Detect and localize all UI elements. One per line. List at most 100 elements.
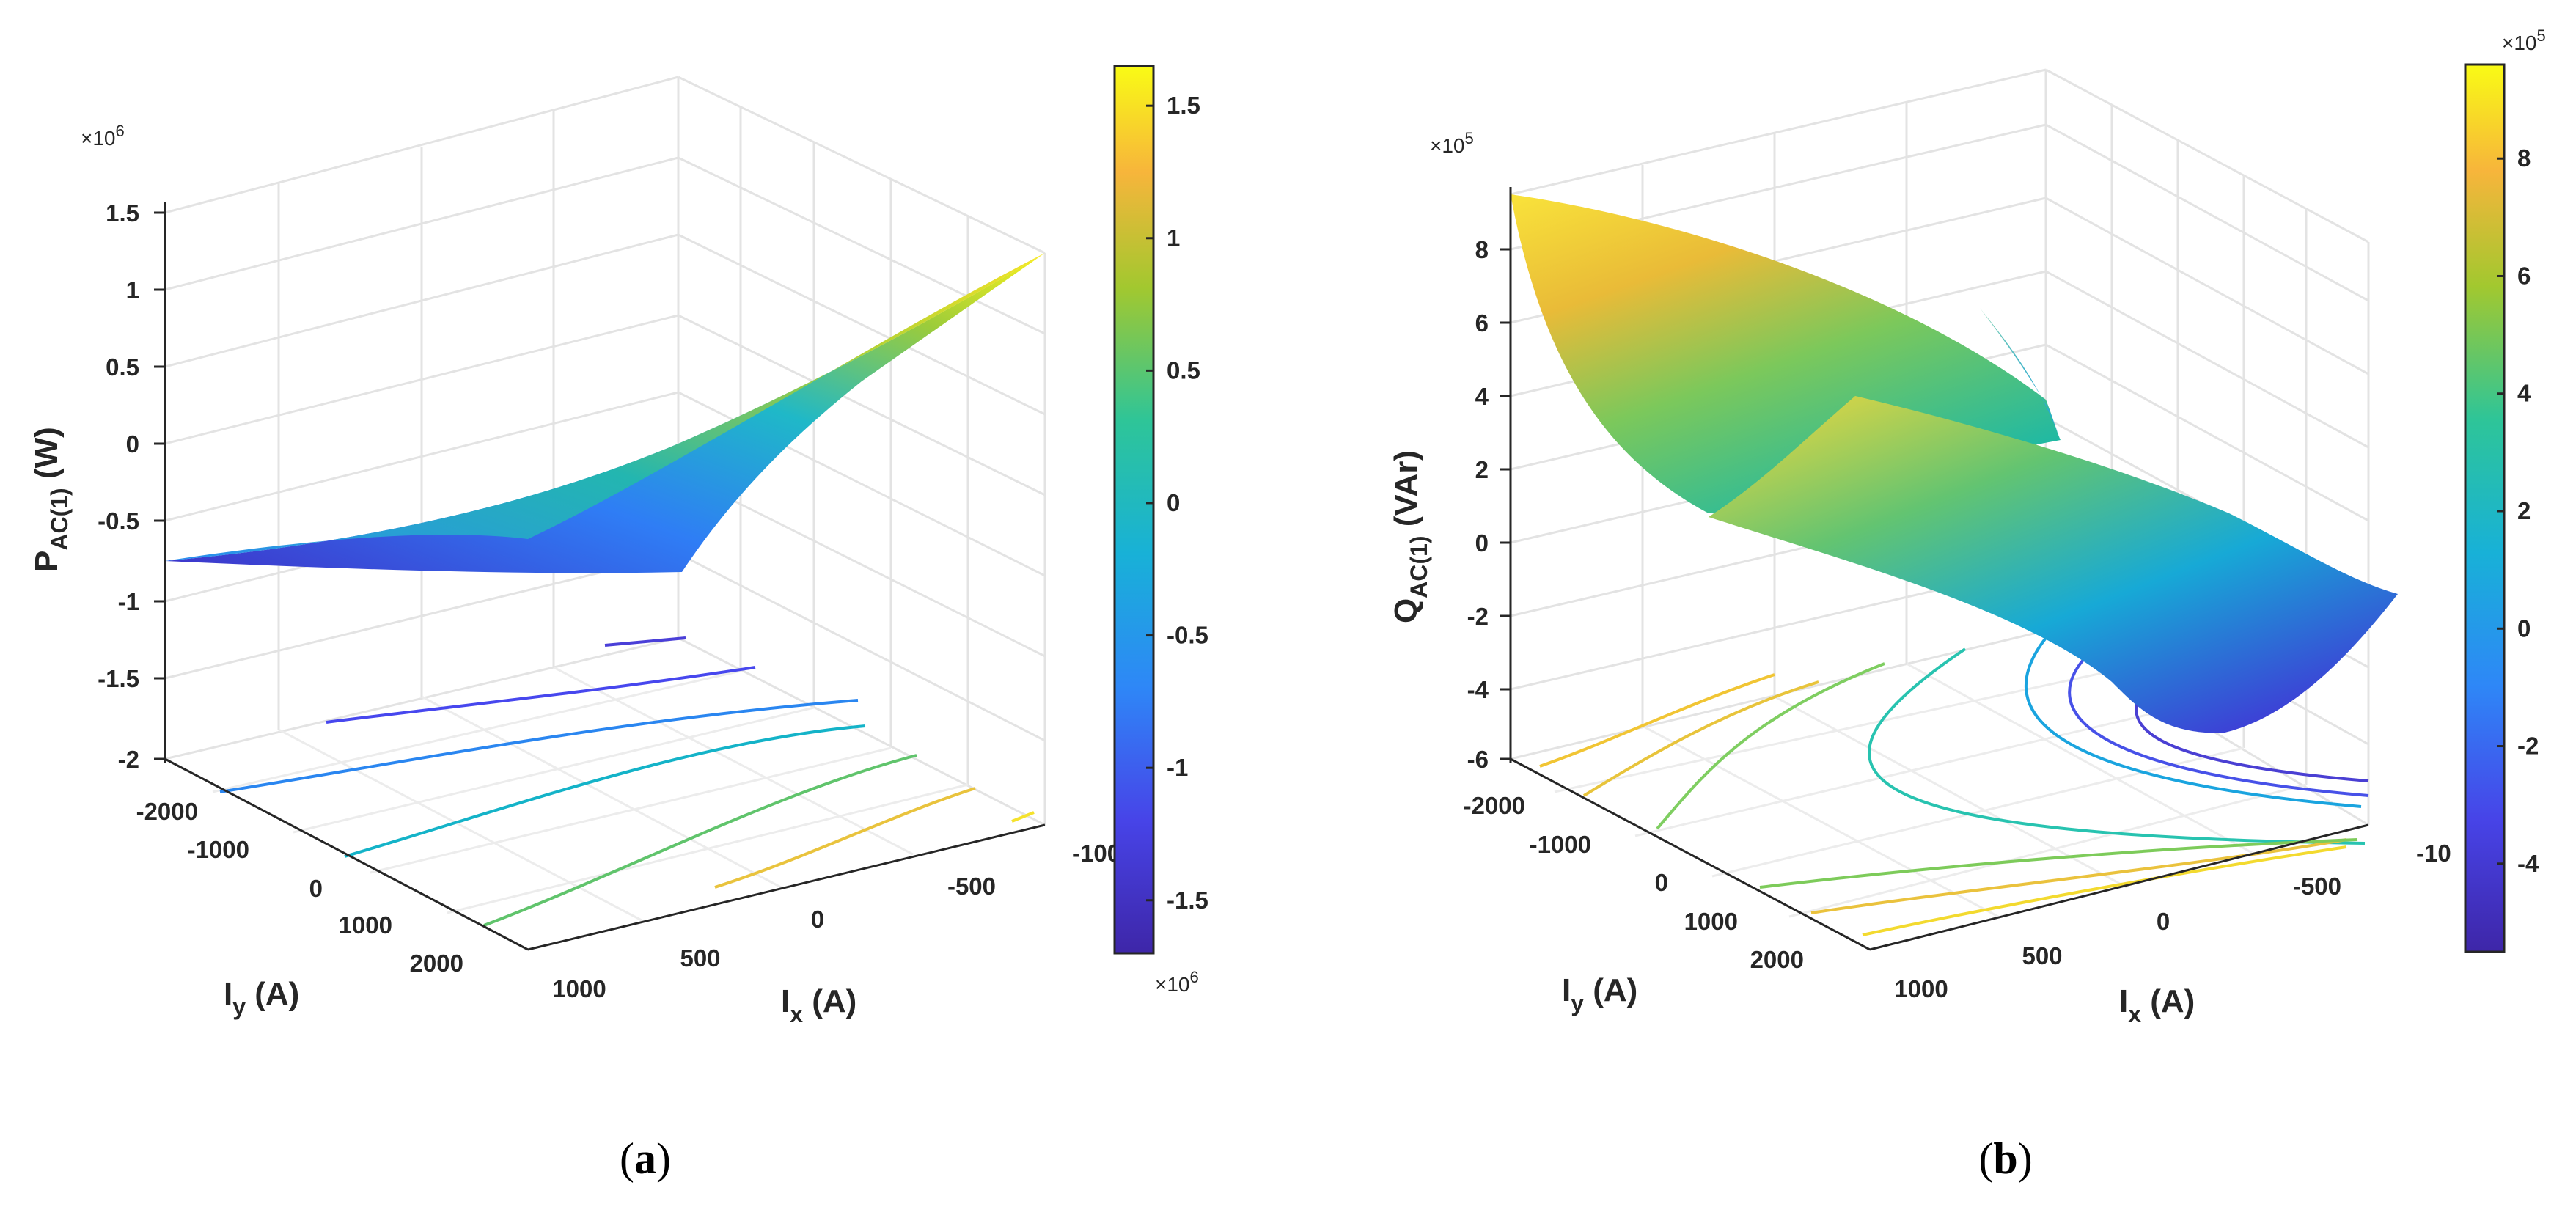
surface-a-front bbox=[165, 253, 1045, 573]
contour-b-6 bbox=[2068, 651, 2369, 797]
contour-b-4 bbox=[1867, 647, 2366, 845]
y-axis-label-b: Iy (A) bbox=[1562, 972, 1637, 1016]
z-tick: 0 bbox=[1475, 529, 1489, 557]
colorbar-tick-label: 0.5 bbox=[1167, 356, 1200, 384]
contour-a-3 bbox=[219, 699, 859, 793]
z-axis-label-a: PAC(1) (W) bbox=[29, 427, 73, 572]
colorbar-tick-label: 6 bbox=[2517, 262, 2531, 289]
z-tick: -0.5 bbox=[98, 507, 139, 535]
x-tick: -10 bbox=[2416, 840, 2451, 867]
contour-b-3 bbox=[1656, 662, 1885, 830]
x-axis-label-b: Ix (A) bbox=[2119, 983, 2195, 1027]
colorbar-tick-label: 1 bbox=[1167, 224, 1180, 252]
z-exponent-a: ×106 bbox=[81, 122, 125, 150]
contour-b-9 bbox=[1862, 845, 2347, 936]
y-tick: 0 bbox=[1655, 869, 1668, 896]
colorbar-tick-label: 8 bbox=[2517, 144, 2531, 172]
colorbar-tick-label: 2 bbox=[2517, 497, 2531, 524]
z-tick: 1 bbox=[126, 276, 139, 304]
contour-b-8 bbox=[1810, 838, 2347, 914]
panel-b-y-ticks: -2000 -1000 0 1000 2000 bbox=[1464, 792, 1804, 973]
colorbar-tick-label: 4 bbox=[2517, 380, 2531, 407]
y-tick: 1000 bbox=[339, 911, 392, 939]
colorbar-a-gradient bbox=[1113, 65, 1155, 955]
panel-a-floor-grid bbox=[164, 666, 1046, 951]
z-tick: -1 bbox=[118, 588, 139, 615]
panel-a-z-ticks: 1.5 1 0.5 0 -0.5 -1 -1.5 -2 bbox=[98, 199, 139, 773]
panel-a-box-grid bbox=[164, 76, 1046, 826]
panel-b-surface bbox=[1511, 194, 2398, 733]
colorbar-b: 8 6 4 2 0 -2 -4 ×105 bbox=[2464, 26, 2546, 953]
x-tick: -500 bbox=[947, 873, 996, 900]
surface-a-back bbox=[165, 253, 1045, 561]
x-tick: 500 bbox=[2022, 942, 2062, 969]
z-tick: -4 bbox=[1467, 676, 1489, 703]
panel-a-contours bbox=[219, 636, 1035, 927]
x-tick: 1000 bbox=[552, 975, 606, 1002]
contour-a-1 bbox=[604, 636, 686, 647]
x-axis-label-a: Ix (A) bbox=[781, 983, 856, 1027]
y-tick: 2000 bbox=[1750, 946, 1804, 973]
panel-a: 1.5 1 0.5 0 -0.5 -1 -1.5 -2 ×106 PAC(1) … bbox=[29, 65, 1208, 1183]
y-axis-label-a: Iy (A) bbox=[224, 976, 299, 1020]
contour-b-5 bbox=[2025, 636, 2362, 808]
contour-a-7 bbox=[1011, 811, 1035, 823]
z-tick: -2 bbox=[1467, 603, 1489, 630]
x-tick: 500 bbox=[680, 944, 720, 972]
colorbar-a-exponent: ×106 bbox=[1155, 968, 1199, 996]
contour-b-1 bbox=[1539, 673, 1775, 768]
contour-a-6 bbox=[714, 787, 976, 889]
contour-a-4 bbox=[344, 724, 866, 858]
panel-a-x-ticks: 1000 500 0 -500 -100 bbox=[552, 840, 1120, 1002]
z-tick: 1.5 bbox=[106, 199, 139, 227]
colorbar-b-gradient bbox=[2464, 63, 2506, 953]
contour-a-2 bbox=[326, 666, 756, 724]
colorbar-tick-label: -0.5 bbox=[1167, 622, 1208, 649]
y-tick: -2000 bbox=[1464, 792, 1525, 819]
panel-b-z-axis bbox=[1500, 187, 2369, 951]
x-tick: 0 bbox=[811, 906, 824, 933]
colorbar-tick-label: -1 bbox=[1167, 754, 1188, 781]
colorbar-b-ticks: 8 6 4 2 0 -2 -4 bbox=[2497, 144, 2539, 877]
z-tick: -2 bbox=[118, 746, 139, 773]
y-tick: -1000 bbox=[188, 836, 249, 863]
contour-b-10 bbox=[1759, 838, 2358, 889]
y-tick: -1000 bbox=[1530, 831, 1591, 858]
y-tick: -2000 bbox=[136, 798, 198, 825]
x-tick: -100 bbox=[1072, 840, 1120, 867]
contour-a-5 bbox=[483, 754, 917, 927]
colorbar-tick-label: 0 bbox=[2517, 614, 2531, 642]
colorbar-tick-label: -4 bbox=[2517, 850, 2539, 877]
y-tick: 1000 bbox=[1684, 908, 1738, 935]
caption-a: (a) bbox=[620, 1134, 671, 1183]
contour-b-2 bbox=[1582, 680, 1819, 797]
colorbar-tick-label: 0 bbox=[1167, 489, 1180, 516]
colorbar-a: 1.5 1 0.5 0 -0.5 -1 -1.5 ×106 bbox=[1113, 65, 1208, 996]
panel-a-y-ticks: -2000 -1000 0 1000 2000 bbox=[136, 798, 463, 977]
panel-b-z-ticks: 8 6 4 2 0 -2 -4 -6 bbox=[1467, 236, 1489, 773]
y-tick: 0 bbox=[309, 875, 323, 902]
z-tick: 4 bbox=[1475, 383, 1489, 410]
colorbar-a-ticks: 1.5 1 0.5 0 -0.5 -1 -1.5 bbox=[1146, 92, 1208, 914]
panel-b-x-ticks: 1000 500 0 -500 -10 bbox=[1894, 840, 2451, 1002]
surface-b-right-sheet bbox=[1709, 396, 2398, 733]
colorbar-tick-label: -2 bbox=[2517, 733, 2539, 760]
colorbar-b-exponent: ×105 bbox=[2502, 26, 2546, 54]
colorbar-tick-label: -1.5 bbox=[1167, 887, 1208, 914]
panel-a-z-axis bbox=[154, 202, 1046, 951]
caption-b: (b) bbox=[1978, 1134, 2032, 1183]
y-tick: 2000 bbox=[410, 950, 463, 977]
x-tick: -500 bbox=[2293, 873, 2341, 900]
colorbar-tick-label: 1.5 bbox=[1167, 92, 1200, 119]
z-tick: 6 bbox=[1475, 309, 1489, 337]
z-axis-label-b: QAC(1) (VAr) bbox=[1388, 450, 1432, 623]
panel-b: 8 6 4 2 0 -2 -4 -6 ×105 QAC(1) (VAr) -20… bbox=[1388, 26, 2546, 1183]
z-tick: -6 bbox=[1467, 746, 1489, 773]
z-exponent-b: ×105 bbox=[1430, 129, 1474, 157]
z-tick: -1.5 bbox=[98, 665, 139, 692]
z-tick: 0.5 bbox=[106, 353, 139, 381]
x-tick: 1000 bbox=[1894, 975, 1948, 1002]
z-tick: 0 bbox=[126, 430, 139, 458]
panel-a-surface bbox=[165, 253, 1045, 573]
